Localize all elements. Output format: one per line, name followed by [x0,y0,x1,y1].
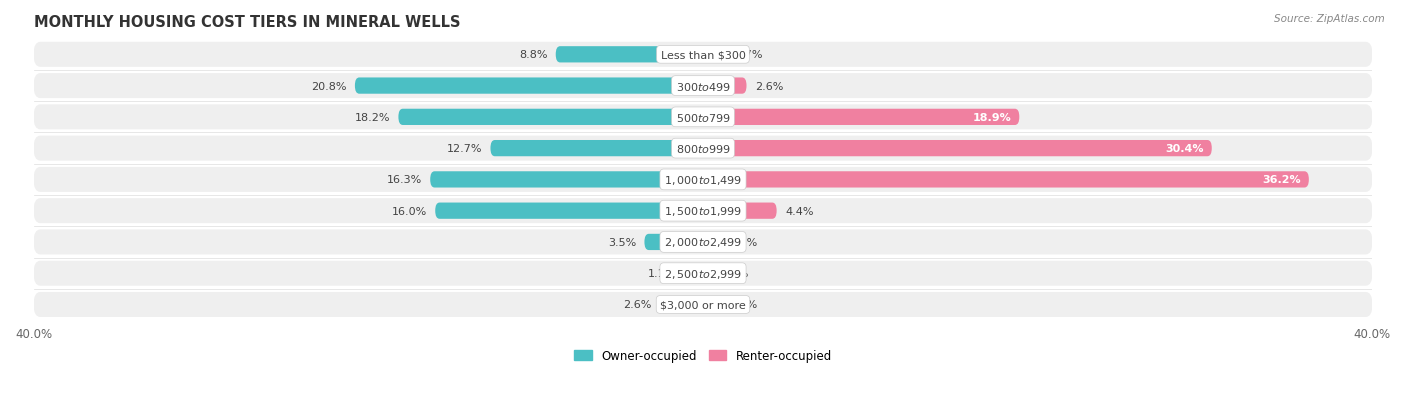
Text: 36.2%: 36.2% [1261,175,1301,185]
Text: 1.1%: 1.1% [730,237,758,247]
Text: 2.6%: 2.6% [755,81,783,91]
Text: $300 to $499: $300 to $499 [675,81,731,93]
FancyBboxPatch shape [703,297,721,313]
Text: MONTHLY HOUSING COST TIERS IN MINERAL WELLS: MONTHLY HOUSING COST TIERS IN MINERAL WE… [34,15,460,30]
FancyBboxPatch shape [34,292,1372,317]
FancyBboxPatch shape [644,234,703,250]
Text: 3.5%: 3.5% [607,237,636,247]
FancyBboxPatch shape [436,203,703,219]
FancyBboxPatch shape [703,141,1212,157]
FancyBboxPatch shape [703,234,721,250]
FancyBboxPatch shape [430,172,703,188]
Text: 18.9%: 18.9% [972,113,1011,123]
FancyBboxPatch shape [700,266,707,282]
FancyBboxPatch shape [555,47,703,63]
Text: 12.7%: 12.7% [447,144,482,154]
Text: $3,000 or more: $3,000 or more [661,300,745,310]
Legend: Owner-occupied, Renter-occupied: Owner-occupied, Renter-occupied [569,345,837,367]
Text: 2.6%: 2.6% [623,300,651,310]
FancyBboxPatch shape [34,74,1372,99]
Text: $2,500 to $2,999: $2,500 to $2,999 [664,267,742,280]
Text: 30.4%: 30.4% [1166,144,1204,154]
Text: 4.4%: 4.4% [785,206,814,216]
Text: Less than $300: Less than $300 [661,50,745,60]
FancyBboxPatch shape [685,266,703,282]
Text: 1.1%: 1.1% [648,268,676,278]
FancyBboxPatch shape [703,47,720,63]
Text: $2,000 to $2,499: $2,000 to $2,499 [664,236,742,249]
FancyBboxPatch shape [34,136,1372,161]
FancyBboxPatch shape [34,199,1372,223]
FancyBboxPatch shape [703,172,1309,188]
FancyBboxPatch shape [659,297,703,313]
FancyBboxPatch shape [398,109,703,126]
Text: 18.2%: 18.2% [354,113,389,123]
Text: 1.1%: 1.1% [730,300,758,310]
Text: $500 to $799: $500 to $799 [675,112,731,123]
Text: 8.8%: 8.8% [519,50,547,60]
FancyBboxPatch shape [34,43,1372,68]
FancyBboxPatch shape [491,141,703,157]
Text: 0.97%: 0.97% [727,50,763,60]
Text: $1,500 to $1,999: $1,500 to $1,999 [664,205,742,218]
Text: Source: ZipAtlas.com: Source: ZipAtlas.com [1274,14,1385,24]
FancyBboxPatch shape [34,261,1372,286]
Text: 16.3%: 16.3% [387,175,422,185]
FancyBboxPatch shape [34,168,1372,192]
FancyBboxPatch shape [703,109,1019,126]
Text: 20.8%: 20.8% [311,81,346,91]
FancyBboxPatch shape [703,78,747,95]
FancyBboxPatch shape [34,230,1372,255]
Text: $1,000 to $1,499: $1,000 to $1,499 [664,173,742,186]
FancyBboxPatch shape [354,78,703,95]
FancyBboxPatch shape [34,105,1372,130]
Text: 16.0%: 16.0% [392,206,427,216]
FancyBboxPatch shape [703,203,776,219]
Text: 0.09%: 0.09% [713,268,748,278]
Text: $800 to $999: $800 to $999 [675,143,731,155]
